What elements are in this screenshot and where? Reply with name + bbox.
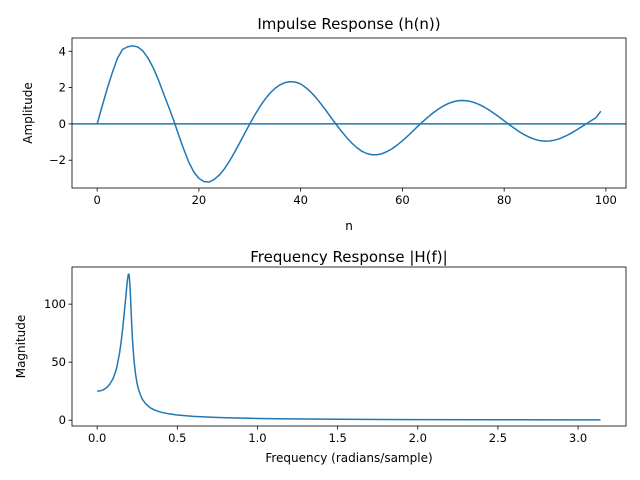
- frequency-series-line: [97, 273, 601, 421]
- impulse-x-tick-label: 20: [192, 193, 207, 207]
- impulse-x-axis-label: n: [345, 219, 353, 233]
- frequency-x-tick-label: 2.5: [489, 431, 507, 445]
- frequency-x-tick-label: 1.0: [248, 431, 266, 445]
- impulse-x-tick-label: 100: [595, 193, 617, 207]
- frequency-x-tick-label: 0.5: [168, 431, 186, 445]
- frequency-x-tick-label: 0.0: [88, 431, 106, 445]
- impulse-x-tick-label: 80: [497, 193, 512, 207]
- frequency-chart-title: Frequency Response |H(f)|: [250, 248, 447, 266]
- frequency-y-tick-label: 50: [51, 355, 66, 369]
- frequency-y-axis-label: Magnitude: [14, 315, 28, 379]
- frequency-y-tick-label: 0: [59, 413, 66, 427]
- impulse-x-tick-label: 0: [94, 193, 101, 207]
- impulse-y-tick-label: 0: [59, 117, 66, 131]
- impulse-series-line: [96, 45, 602, 183]
- impulse-x-tick-label: 60: [395, 193, 410, 207]
- impulse-y-tick-label: −2: [49, 153, 66, 167]
- impulse-y-tick-label: 4: [59, 44, 66, 58]
- impulse-response-chart: 0 20 40 60 80 100 −2 0 2 4 Impulse Response (h(n))…: [21, 15, 627, 233]
- frequency-response-chart: 0.0 0.5 1.0 1.5 2.0 2.5 3.0 0 50 100 Frequency Res…: [14, 248, 627, 465]
- impulse-y-tick-label: 2: [59, 81, 66, 95]
- impulse-axes-frame: [71, 37, 627, 189]
- frequency-axes-frame: [71, 266, 627, 427]
- frequency-x-tick-label: 2.0: [409, 431, 427, 445]
- impulse-chart-title: Impulse Response (h(n)): [257, 15, 440, 33]
- frequency-y-tick-label: 100: [44, 297, 66, 311]
- impulse-x-tick-label: 40: [293, 193, 308, 207]
- frequency-x-axis-label: Frequency (radians/sample): [265, 451, 432, 465]
- frequency-x-tick-label: 1.5: [328, 431, 346, 445]
- frequency-x-tick-label: 3.0: [569, 431, 587, 445]
- impulse-y-axis-label: Amplitude: [21, 82, 35, 144]
